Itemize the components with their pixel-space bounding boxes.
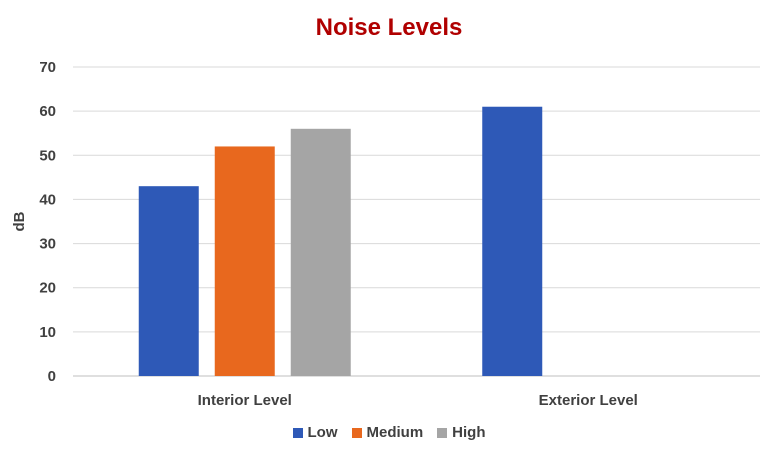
- y-tick-label: 0: [48, 368, 56, 385]
- bar-low-0: [138, 186, 199, 376]
- y-tick-label: 50: [39, 147, 56, 164]
- legend-label: High: [452, 424, 486, 441]
- legend-swatch: [292, 427, 303, 438]
- y-axis-label: dB: [11, 211, 28, 231]
- y-tick-label: 70: [39, 59, 56, 76]
- bar-medium-0: [214, 146, 275, 376]
- legend-label: Low: [307, 424, 338, 441]
- bar-low-1: [482, 106, 543, 376]
- legend-swatch: [351, 427, 362, 438]
- legend-swatch: [437, 427, 448, 438]
- y-tick-label: 60: [39, 103, 56, 120]
- legend-item: Low: [292, 424, 338, 441]
- x-tick-label: Interior Level: [198, 392, 292, 409]
- bar-high-0: [290, 128, 351, 376]
- chart-title: Noise Levels: [315, 14, 463, 41]
- legend-item: Medium: [351, 424, 424, 441]
- y-tick-label: 10: [39, 324, 56, 341]
- y-tick-label: 30: [39, 236, 56, 253]
- legend-item: High: [437, 424, 486, 441]
- y-tick-label: 40: [39, 191, 56, 208]
- legend: Low Medium High: [0, 424, 778, 441]
- y-tick-label: 20: [39, 280, 56, 297]
- x-tick-label: Exterior Level: [539, 392, 638, 409]
- legend-label: Medium: [366, 424, 424, 441]
